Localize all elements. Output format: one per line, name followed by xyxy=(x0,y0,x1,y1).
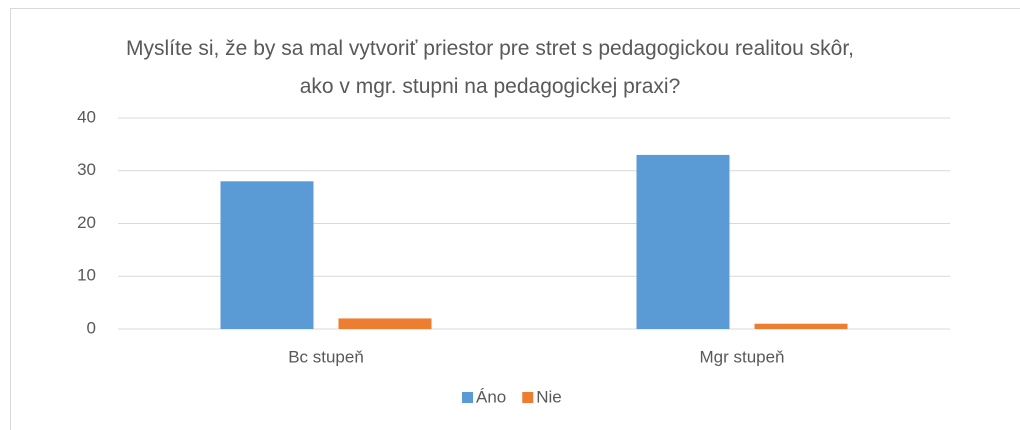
bar xyxy=(220,181,314,329)
legend-label: Nie xyxy=(536,387,562,406)
bar xyxy=(636,154,730,329)
chart-title: Myslíte si, že by sa mal vytvoriť priest… xyxy=(126,37,854,98)
y-tick-label: 0 xyxy=(87,318,96,337)
y-tick-label: 30 xyxy=(77,160,96,179)
bar xyxy=(754,323,848,329)
bar xyxy=(338,318,432,329)
x-tick-label: Bc stupeň xyxy=(288,347,364,366)
legend-swatch xyxy=(462,392,473,403)
legend-swatch xyxy=(522,392,534,403)
y-tick-label: 20 xyxy=(77,213,96,232)
x-tick-label: Mgr stupeň xyxy=(699,347,784,366)
y-tick-label: 40 xyxy=(77,107,96,126)
y-tick-label: 10 xyxy=(77,266,96,285)
chart-frame xyxy=(10,8,1020,430)
legend-label: Áno xyxy=(476,387,506,406)
